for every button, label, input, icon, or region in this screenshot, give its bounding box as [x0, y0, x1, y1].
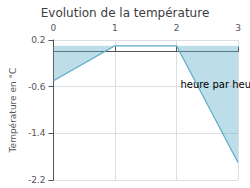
- svg-text:Evolution de la température: Evolution de la température: [41, 6, 210, 20]
- svg-text:2: 2: [174, 23, 180, 33]
- svg-text:0.2: 0.2: [31, 35, 45, 45]
- svg-text:-0.6: -0.6: [28, 82, 46, 92]
- svg-text:-1.4: -1.4: [28, 128, 46, 138]
- svg-text:1: 1: [112, 23, 118, 33]
- svg-text:Température en °C: Température en °C: [8, 68, 18, 154]
- svg-text:3: 3: [235, 23, 241, 33]
- svg-text:0: 0: [51, 23, 57, 33]
- svg-text:heure par heure: heure par heure: [180, 79, 250, 90]
- svg-text:-2.2: -2.2: [28, 175, 46, 185]
